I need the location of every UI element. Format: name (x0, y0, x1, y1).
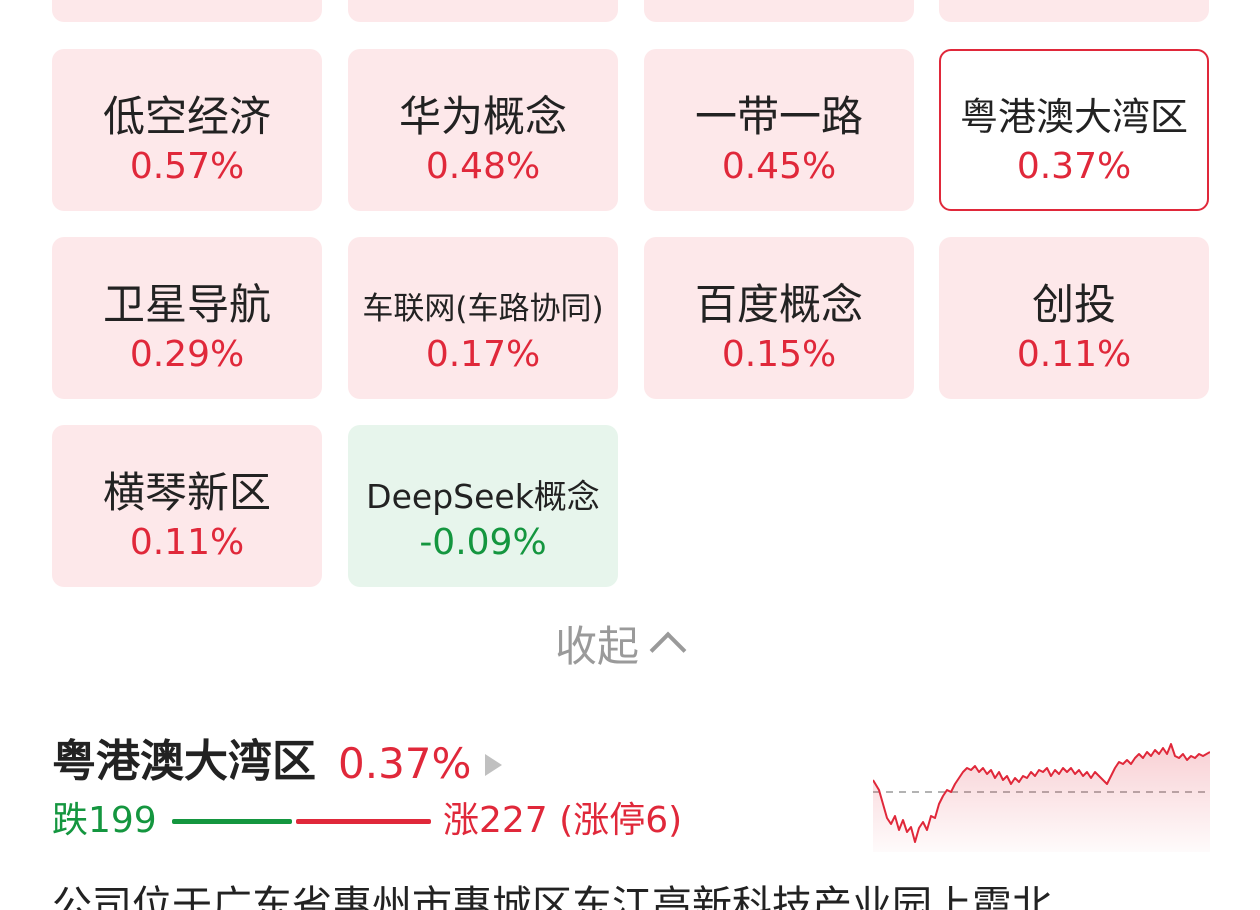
concept-tile-partial[interactable] (644, 0, 914, 22)
concept-change: 0.37% (1016, 146, 1132, 187)
concept-change: 0.57% (129, 146, 245, 187)
concept-change: -0.09% (419, 522, 547, 563)
rise-ratio-bar (296, 819, 431, 824)
concept-name: 一带一路 (694, 92, 863, 141)
concept-name: 创投 (1031, 280, 1116, 329)
concept-tile[interactable]: 百度概念 0.15% (644, 237, 914, 399)
concept-tile-selected[interactable]: 粤港澳大湾区 0.37% (939, 49, 1209, 211)
sector-description: 公司位于广东省惠州市惠城区东江高新科技产业园上霞北 (52, 883, 1052, 910)
concept-name: 百度概念 (694, 280, 863, 329)
collapse-label: 收起 (555, 621, 640, 671)
play-arrow-icon[interactable] (485, 754, 502, 776)
rise-count: 涨227 (涨停6) (443, 800, 683, 841)
fall-ratio-bar (172, 819, 292, 824)
concept-tile[interactable]: 低空经济 0.57% (52, 49, 322, 211)
concept-tile[interactable]: DeepSeek概念 -0.09% (348, 425, 618, 587)
concept-tile[interactable]: 车联网(车路协同) 0.17% (348, 237, 618, 399)
concept-name: 粤港澳大湾区 (959, 95, 1188, 139)
concept-name: 横琴新区 (102, 468, 271, 517)
concept-tile[interactable]: 华为概念 0.48% (348, 49, 618, 211)
concept-name: DeepSeek概念 (366, 477, 600, 516)
concept-change: 0.48% (425, 146, 541, 187)
sparkline-line (873, 743, 1210, 843)
concept-name: 车联网(车路协同) (362, 291, 604, 327)
sector-intraday-sparkline[interactable] (873, 732, 1210, 852)
concept-tile[interactable]: 卫星导航 0.29% (52, 237, 322, 399)
concept-name: 卫星导航 (102, 280, 271, 329)
sparkline-area (873, 744, 1210, 852)
chevron-up-icon (649, 631, 687, 669)
concept-name: 低空经济 (102, 92, 271, 141)
concept-change: 0.17% (425, 334, 541, 375)
concept-tile[interactable]: 一带一路 0.45% (644, 49, 914, 211)
concept-tile-partial[interactable] (348, 0, 618, 22)
fall-count: 跌199 (52, 800, 157, 841)
concept-tile-partial[interactable] (939, 0, 1209, 22)
concept-tile[interactable]: 横琴新区 0.11% (52, 425, 322, 587)
concept-change: 0.15% (721, 334, 837, 375)
concept-tile-partial[interactable] (52, 0, 322, 22)
concept-change: 0.45% (721, 146, 837, 187)
concept-change: 0.29% (129, 334, 245, 375)
concept-tile[interactable]: 创投 0.11% (939, 237, 1209, 399)
sector-change: 0.37% (338, 739, 472, 788)
concept-change: 0.11% (1016, 334, 1132, 375)
concept-change: 0.11% (129, 522, 245, 563)
collapse-button[interactable]: 收起 (555, 615, 687, 671)
sector-title[interactable]: 粤港澳大湾区 (52, 736, 316, 787)
concept-name: 华为概念 (398, 92, 567, 141)
